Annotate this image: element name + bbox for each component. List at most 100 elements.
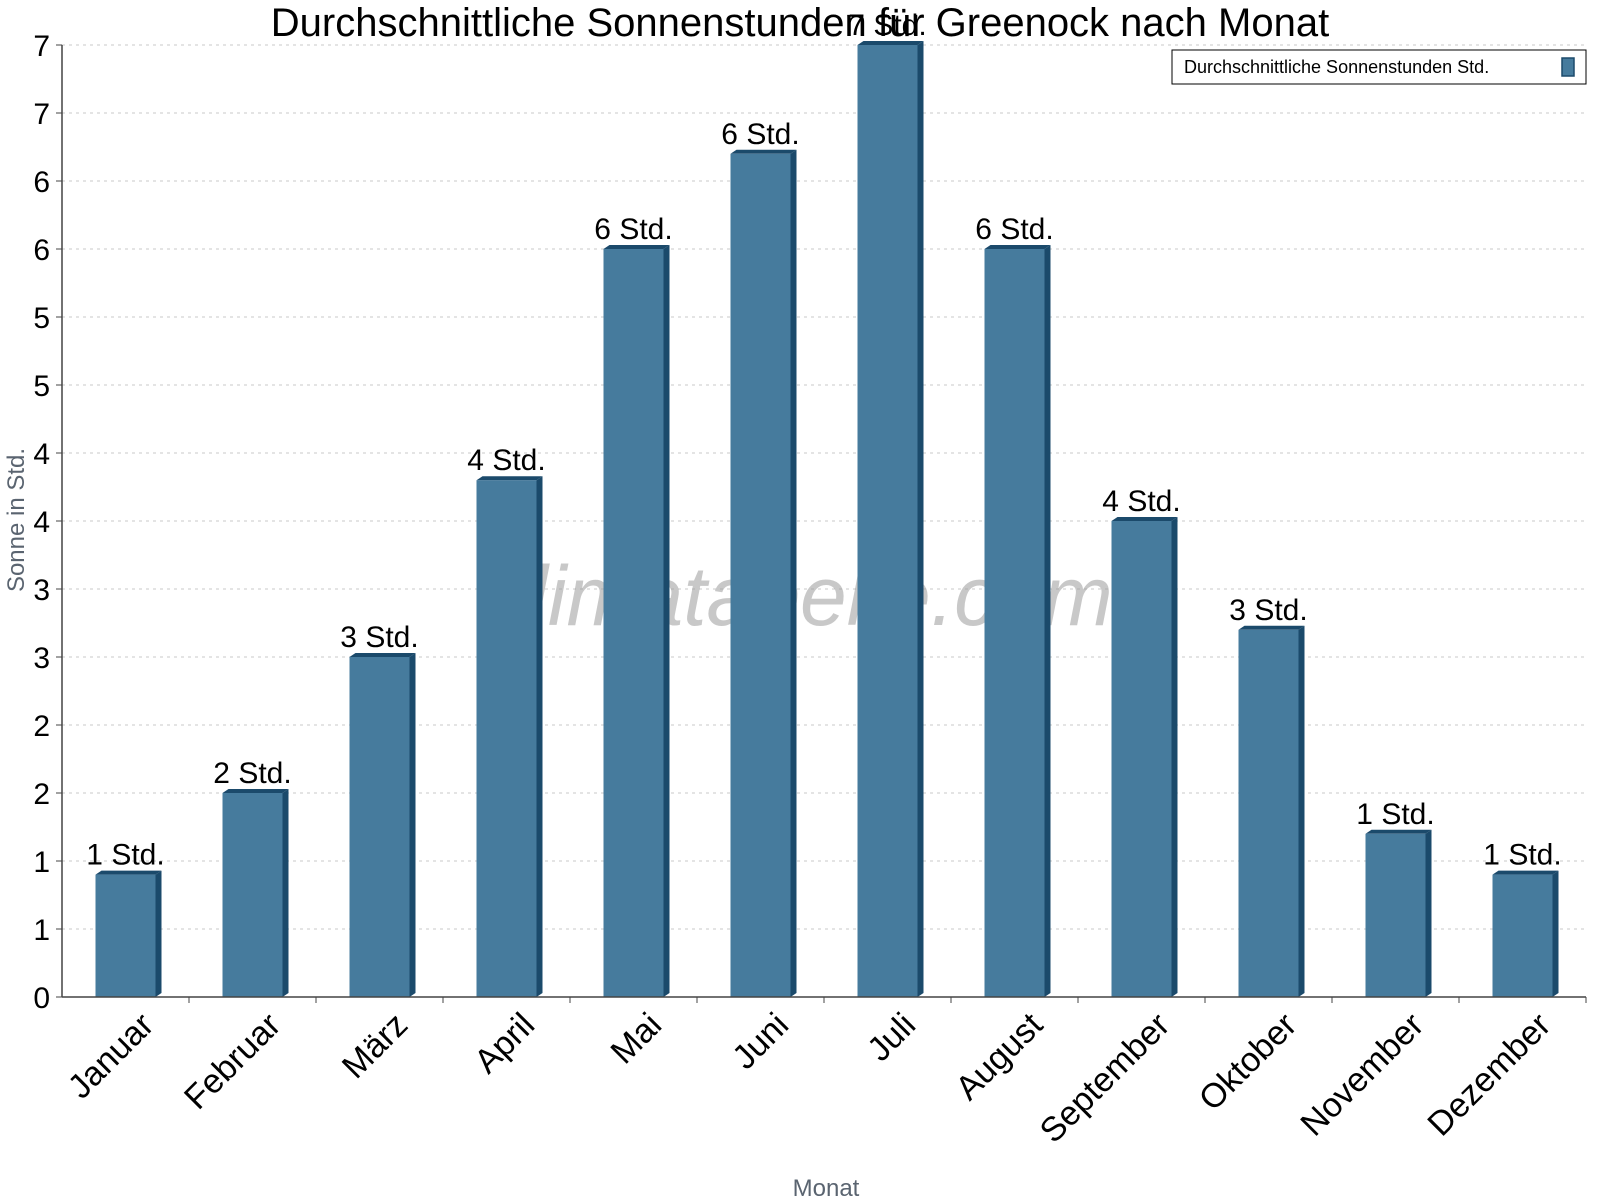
bar-front xyxy=(349,657,410,997)
legend-box xyxy=(1171,49,1587,85)
data-label: 4 Std. xyxy=(1102,485,1180,518)
bar xyxy=(222,789,289,997)
bar-front xyxy=(603,249,664,997)
grid-lines xyxy=(62,44,1586,930)
x-tick-label: November xyxy=(1293,1006,1431,1144)
bar-front xyxy=(95,874,156,997)
y-tick-label: 7 xyxy=(33,98,50,131)
y-tick-label: 3 xyxy=(33,574,50,607)
bar-top xyxy=(730,149,797,154)
bar-side xyxy=(1298,625,1305,997)
bar-top xyxy=(349,653,416,657)
x-tick-label: Juni xyxy=(725,1006,796,1077)
bar-front xyxy=(222,793,283,997)
y-tick-label: 2 xyxy=(33,710,50,743)
bar-top xyxy=(476,476,543,481)
x-tick-label: März xyxy=(335,1006,415,1086)
bar-side xyxy=(1044,245,1051,997)
bar-side xyxy=(409,653,416,997)
bar xyxy=(1111,517,1178,997)
legend-swatch xyxy=(1561,57,1575,77)
y-tick-label: 6 xyxy=(33,166,50,199)
bar-side xyxy=(155,870,162,997)
y-tick-label: 1 xyxy=(33,846,50,879)
bar xyxy=(857,41,924,997)
bar xyxy=(1238,625,1305,997)
bar xyxy=(95,870,162,997)
bar xyxy=(349,653,416,997)
bar-top xyxy=(603,245,670,249)
data-label: 6 Std. xyxy=(594,213,672,246)
bar-side xyxy=(1552,870,1559,997)
bar-top xyxy=(222,789,289,793)
x-tick-label: Juli xyxy=(860,1006,923,1069)
data-label: 4 Std. xyxy=(467,444,545,477)
bar xyxy=(603,245,670,997)
bar-front xyxy=(1238,629,1299,997)
y-tick-label: 1 xyxy=(33,914,50,947)
bar-side xyxy=(536,476,543,997)
bar-side xyxy=(663,245,670,997)
x-tick-label: Oktober xyxy=(1192,1006,1304,1118)
y-tick-label: 0 xyxy=(33,982,50,1015)
x-axis-title: Monat xyxy=(793,1175,860,1200)
x-tick-label: Mai xyxy=(604,1006,670,1072)
legend: Durchschnittliche Sonnenstunden Std. xyxy=(1171,49,1587,85)
data-label: 3 Std. xyxy=(1229,594,1307,627)
bar-side xyxy=(917,41,924,997)
bar-side xyxy=(790,149,797,998)
data-label: 3 Std. xyxy=(340,621,418,654)
bar-top xyxy=(984,245,1051,249)
y-tick-label: 6 xyxy=(33,234,50,267)
bar-top xyxy=(95,870,162,875)
y-tick-label: 4 xyxy=(33,506,50,539)
data-label: 2 Std. xyxy=(213,757,291,790)
bar-top xyxy=(1111,517,1178,521)
bar-top xyxy=(857,41,924,45)
bar xyxy=(1365,829,1432,997)
bar-front xyxy=(476,480,537,997)
bar-top xyxy=(1492,870,1559,875)
x-tick-labels: Januar Februar März April Mai Juni Juli AugustS… xyxy=(61,997,1587,1150)
data-label: 7 Std. xyxy=(848,9,926,42)
legend-label: Durchschnittliche Sonnenstunden Std. xyxy=(1184,57,1489,77)
bar-side xyxy=(1171,517,1178,997)
bar-front xyxy=(1111,521,1172,997)
bar-front xyxy=(1492,874,1553,997)
bar xyxy=(730,149,797,998)
bar xyxy=(476,476,543,997)
y-axis-title: Sonne in Std. xyxy=(3,448,30,592)
bar xyxy=(984,245,1051,997)
bar-front xyxy=(1365,833,1426,997)
y-tick-label: 5 xyxy=(33,370,50,403)
bar-top xyxy=(1365,829,1432,834)
bars xyxy=(95,41,1559,998)
y-tick-label: 2 xyxy=(33,778,50,811)
data-labels: 1 Std. 2 Std. 3 Std. 4 Std. 6 Std. 6 Std. 7 St… xyxy=(86,9,1561,872)
bar-front xyxy=(984,249,1045,997)
x-tick-label: August xyxy=(948,1005,1050,1107)
data-label: 1 Std. xyxy=(1356,798,1434,831)
x-tick-label: Februar xyxy=(177,1006,288,1117)
data-label: 1 Std. xyxy=(86,839,164,872)
bar-side xyxy=(1425,829,1432,997)
data-label: 6 Std. xyxy=(975,213,1053,246)
y-tick-label: 7 xyxy=(33,30,50,63)
bar-top xyxy=(1238,625,1305,630)
chart-title: Durchschnittliche Sonnenstunden für Gree… xyxy=(271,1,1329,45)
x-tick-label: April xyxy=(467,1006,542,1081)
data-label: 6 Std. xyxy=(721,118,799,151)
y-tick-labels: 0 1 1 2 2 3 3 4 4 5 5 6 6 7 7 xyxy=(33,30,62,1015)
bar-side xyxy=(282,789,289,997)
bar xyxy=(1492,870,1559,997)
x-tick-label: Dezember xyxy=(1420,1006,1558,1144)
data-label: 1 Std. xyxy=(1483,839,1561,872)
y-tick-label: 3 xyxy=(33,642,50,675)
x-tick-label: September xyxy=(1033,1006,1177,1150)
x-tick-label: Januar xyxy=(61,1006,161,1106)
bar-front xyxy=(730,153,791,998)
y-tick-label: 5 xyxy=(33,302,50,335)
y-tick-label: 4 xyxy=(33,438,50,471)
